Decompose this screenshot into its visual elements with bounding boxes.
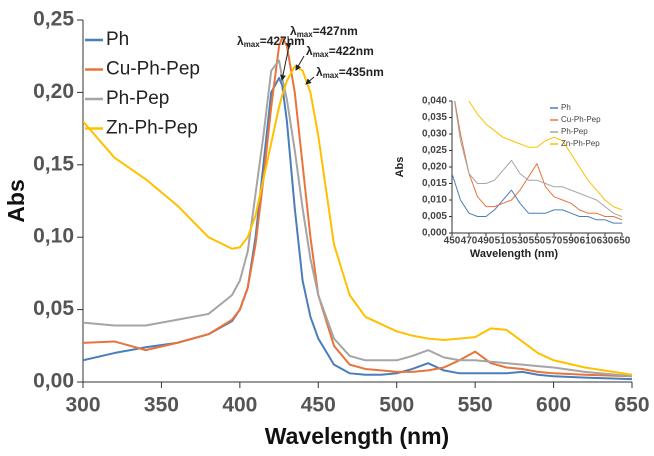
x-tick-label: 550	[529, 236, 546, 247]
annotation-text: =435nm	[339, 65, 384, 79]
annotation-text: =427nm	[260, 34, 305, 48]
y-tick-label: 0,035	[422, 112, 447, 123]
x-tick-label: 300	[65, 394, 100, 417]
annotation: λmax=427nm	[290, 24, 358, 39]
annotation-symbol: λ	[237, 34, 244, 48]
y-tick-label: 0,015	[422, 178, 447, 189]
annotation-sub: max	[297, 30, 314, 39]
annotation-symbol: λ	[306, 44, 313, 58]
x-tick-label: 650	[614, 236, 631, 247]
legend-label: Cu-Ph-Pep	[561, 115, 601, 124]
legend-label: Ph	[561, 103, 571, 112]
x-tick-label: 510	[495, 236, 512, 247]
series-line	[454, 101, 622, 221]
y-tick-label: 0,05	[33, 297, 74, 320]
y-tick-label: 0,025	[422, 145, 447, 156]
legend-label: Ph-Pep	[561, 127, 588, 136]
series-line	[83, 65, 632, 376]
y-tick-label: 0,20	[33, 80, 74, 103]
annotation-sub: max	[313, 50, 330, 59]
legend-label: Ph	[106, 29, 129, 50]
series-line	[468, 101, 622, 211]
x-tick-label: 650	[614, 394, 649, 417]
series-line	[83, 59, 632, 378]
y-tick-label: 0,005	[422, 211, 447, 222]
x-tick-label: 490	[478, 236, 495, 247]
annotation-symbol: λ	[316, 65, 323, 79]
annotation: λmax=435nm	[316, 65, 384, 80]
y-tick-label: 0,000	[422, 228, 447, 239]
y-tick-label: 0,25	[33, 8, 74, 31]
series-line	[452, 173, 622, 224]
annotation-sub: max	[244, 40, 261, 49]
annotation-symbol: λ	[290, 24, 297, 38]
y-tick-label: 0,020	[422, 162, 447, 173]
y-tick-label: 0,00	[33, 370, 74, 393]
x-tick-label: 550	[458, 394, 493, 417]
legend-label: Cu-Ph-Pep	[106, 59, 200, 80]
annotation-arrow	[280, 45, 290, 81]
annotation-arrow	[295, 55, 305, 71]
x-tick-label: 610	[580, 236, 597, 247]
legend-label: Zn-Ph-Pep	[561, 139, 600, 148]
series-line	[453, 101, 622, 217]
x-tick-label: 400	[222, 394, 257, 417]
legend-label: Zn-Ph-Pep	[106, 118, 198, 139]
y-axis-title: Abs	[394, 157, 406, 178]
y-tick-label: 0,10	[33, 225, 74, 248]
y-tick-label: 0,010	[422, 195, 447, 206]
x-tick-label: 500	[379, 394, 414, 417]
annotation: λmax=422nm	[306, 44, 374, 59]
annotation-arrow	[305, 76, 315, 85]
x-axis-title: Wavelength (nm)	[470, 248, 559, 260]
annotation-arrow	[285, 35, 292, 49]
x-tick-label: 470	[461, 236, 478, 247]
x-tick-label: 450	[301, 394, 336, 417]
x-tick-label: 590	[563, 236, 580, 247]
annotation-text: =427nm	[313, 24, 358, 38]
x-tick-label: 530	[512, 236, 529, 247]
x-axis-title: Wavelength (nm)	[265, 423, 449, 449]
y-tick-label: 0,040	[422, 96, 447, 107]
legend-label: Ph-Pep	[106, 88, 169, 109]
annotation-text: =422nm	[329, 44, 374, 58]
plot-area	[83, 36, 632, 381]
x-tick-label: 450	[444, 236, 461, 247]
annotation: λmax=427nm	[237, 34, 305, 49]
annotation-sub: max	[323, 71, 340, 80]
x-tick-label: 570	[546, 236, 563, 247]
y-tick-label: 0,15	[33, 152, 74, 175]
y-tick-label: 0,030	[422, 129, 447, 140]
x-tick-label: 600	[536, 394, 571, 417]
x-tick-label: 350	[144, 394, 179, 417]
y-axis-title: Abs	[3, 179, 29, 222]
plot-area	[452, 101, 622, 224]
x-tick-label: 630	[597, 236, 614, 247]
